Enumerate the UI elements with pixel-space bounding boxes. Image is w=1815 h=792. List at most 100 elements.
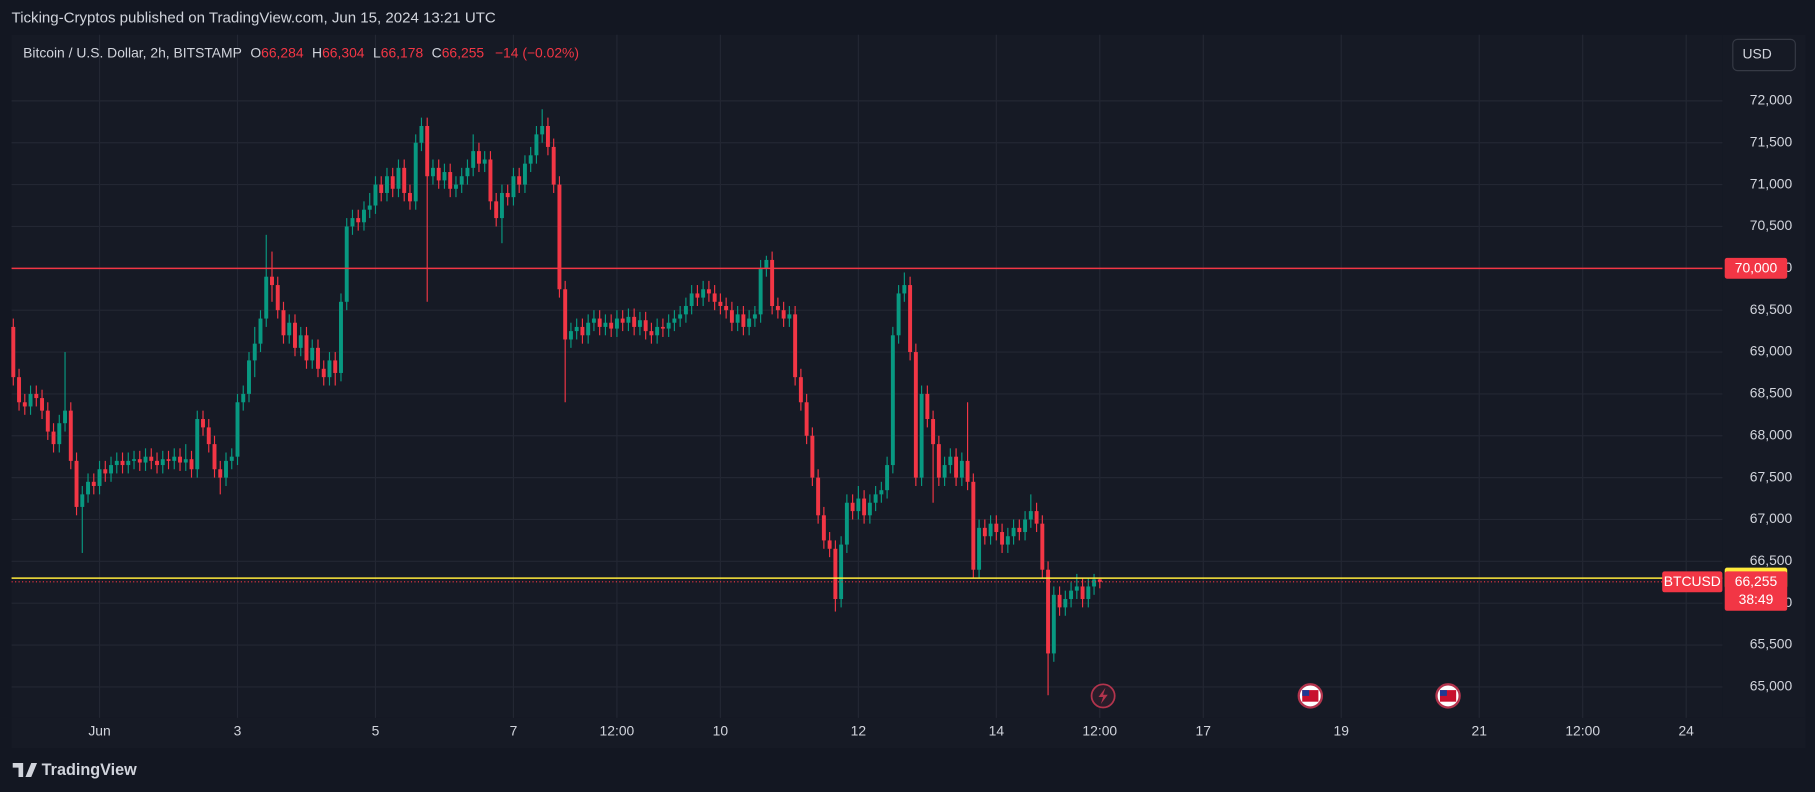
candle-body bbox=[264, 276, 269, 319]
x-tick-label: 5 bbox=[372, 722, 380, 738]
candle-body bbox=[316, 347, 320, 369]
candle-body bbox=[339, 301, 343, 373]
candle-body bbox=[655, 326, 660, 336]
candle-body bbox=[270, 276, 274, 286]
lightning-icon bbox=[1098, 687, 1108, 704]
candle-body bbox=[591, 318, 596, 323]
currency-button[interactable] bbox=[1732, 38, 1796, 72]
candle-body bbox=[103, 469, 108, 474]
candle-body bbox=[465, 167, 470, 177]
candle-body bbox=[1092, 579, 1097, 587]
candle-body bbox=[718, 301, 723, 306]
candle-body bbox=[557, 184, 562, 290]
y-tick-label: 66,500 bbox=[1750, 552, 1793, 568]
candle-body bbox=[1040, 523, 1045, 570]
candle-body bbox=[632, 316, 637, 327]
y-tick-label: 72,000 bbox=[1750, 92, 1793, 108]
candle-body bbox=[850, 502, 855, 512]
candle-body bbox=[787, 314, 792, 319]
y-tick-label: 70,500 bbox=[1750, 217, 1793, 233]
candle-body bbox=[396, 167, 401, 189]
price-tag-label: 66,255 bbox=[1735, 573, 1778, 589]
candle-body bbox=[304, 335, 309, 361]
candle-body bbox=[430, 167, 435, 177]
candle-body bbox=[614, 318, 619, 329]
candle-body bbox=[758, 268, 763, 315]
candle-body bbox=[350, 218, 355, 227]
y-tick-label: 68,000 bbox=[1750, 426, 1793, 442]
candle-body bbox=[356, 218, 361, 223]
x-tick-label: 14 bbox=[989, 722, 1005, 738]
flag-icon bbox=[1439, 690, 1447, 696]
candle-body bbox=[586, 322, 591, 336]
candle-body bbox=[97, 469, 102, 486]
y-tick-label: 67,000 bbox=[1750, 510, 1793, 526]
candle-body bbox=[833, 548, 838, 600]
candle-body bbox=[1074, 586, 1079, 591]
candle-body bbox=[45, 410, 50, 432]
candle-body bbox=[189, 459, 194, 470]
candle-body bbox=[310, 347, 315, 361]
candle-body bbox=[137, 459, 142, 463]
candle-body bbox=[1057, 594, 1062, 608]
candle-body bbox=[453, 184, 458, 189]
candle-body bbox=[57, 423, 62, 445]
candle-body bbox=[1051, 594, 1056, 654]
candle-body bbox=[724, 305, 729, 311]
candle-body bbox=[413, 142, 418, 202]
candle-body bbox=[390, 176, 395, 189]
candle-body bbox=[729, 310, 734, 323]
candle-body bbox=[580, 326, 585, 336]
flag-icon bbox=[1302, 690, 1319, 702]
candle-body bbox=[678, 314, 683, 319]
candle-body bbox=[367, 205, 372, 210]
x-tick-label: 12:00 bbox=[1565, 722, 1600, 738]
candle-body bbox=[333, 360, 338, 373]
candle-body bbox=[34, 393, 39, 399]
candle-body bbox=[672, 318, 677, 323]
y-tick-label: 67,500 bbox=[1750, 468, 1793, 484]
candle-body bbox=[1086, 586, 1091, 600]
candle-body bbox=[201, 419, 205, 428]
y-tick-label: 71,000 bbox=[1750, 175, 1793, 191]
candle-body bbox=[695, 293, 700, 298]
candle-body bbox=[258, 318, 263, 344]
candle-body bbox=[298, 335, 303, 348]
candle-body bbox=[109, 465, 113, 474]
candle-body bbox=[954, 456, 959, 478]
candle-body bbox=[120, 460, 125, 466]
candle-body bbox=[218, 469, 223, 478]
candle-body bbox=[212, 444, 217, 470]
candle-body bbox=[1000, 532, 1005, 545]
candle-body bbox=[281, 310, 286, 336]
candle-body bbox=[149, 456, 154, 461]
logo bbox=[12, 763, 38, 777]
candle-body bbox=[816, 477, 821, 516]
candle-body bbox=[407, 192, 412, 202]
candle-body bbox=[643, 320, 648, 332]
candle-body bbox=[637, 320, 642, 327]
candle-body bbox=[126, 460, 131, 466]
candle-body bbox=[80, 494, 85, 507]
candle-body bbox=[1097, 579, 1102, 582]
candle-body bbox=[293, 322, 297, 348]
candle-body bbox=[384, 176, 389, 193]
change: −14 (−0.02%) bbox=[495, 44, 579, 60]
candle-body bbox=[172, 456, 177, 461]
candle-body bbox=[775, 305, 780, 311]
candle-body bbox=[1046, 569, 1051, 654]
candle-body bbox=[936, 444, 941, 478]
candle-body bbox=[666, 322, 671, 329]
x-tick-label: Jun bbox=[88, 722, 110, 738]
candle-body bbox=[701, 289, 706, 298]
y-tick-label: 71,500 bbox=[1750, 133, 1793, 149]
flag-icon bbox=[1302, 690, 1310, 696]
symbol: Bitcoin / U.S. Dollar, 2h, BITSTAMP bbox=[23, 44, 242, 60]
candle-body bbox=[626, 316, 631, 323]
x-tick-label: 10 bbox=[713, 722, 729, 738]
candle-body bbox=[902, 285, 907, 294]
candle-body bbox=[362, 209, 366, 223]
x-tick-label: 24 bbox=[1678, 722, 1694, 738]
currency[interactable]: USD bbox=[1742, 46, 1771, 62]
countdown-label: 38:49 bbox=[1739, 591, 1774, 607]
